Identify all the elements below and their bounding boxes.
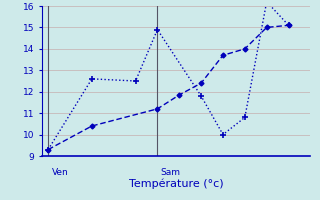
Text: Ven: Ven (52, 168, 68, 177)
Text: Sam: Sam (161, 168, 181, 177)
Text: Température (°c): Température (°c) (129, 178, 223, 189)
